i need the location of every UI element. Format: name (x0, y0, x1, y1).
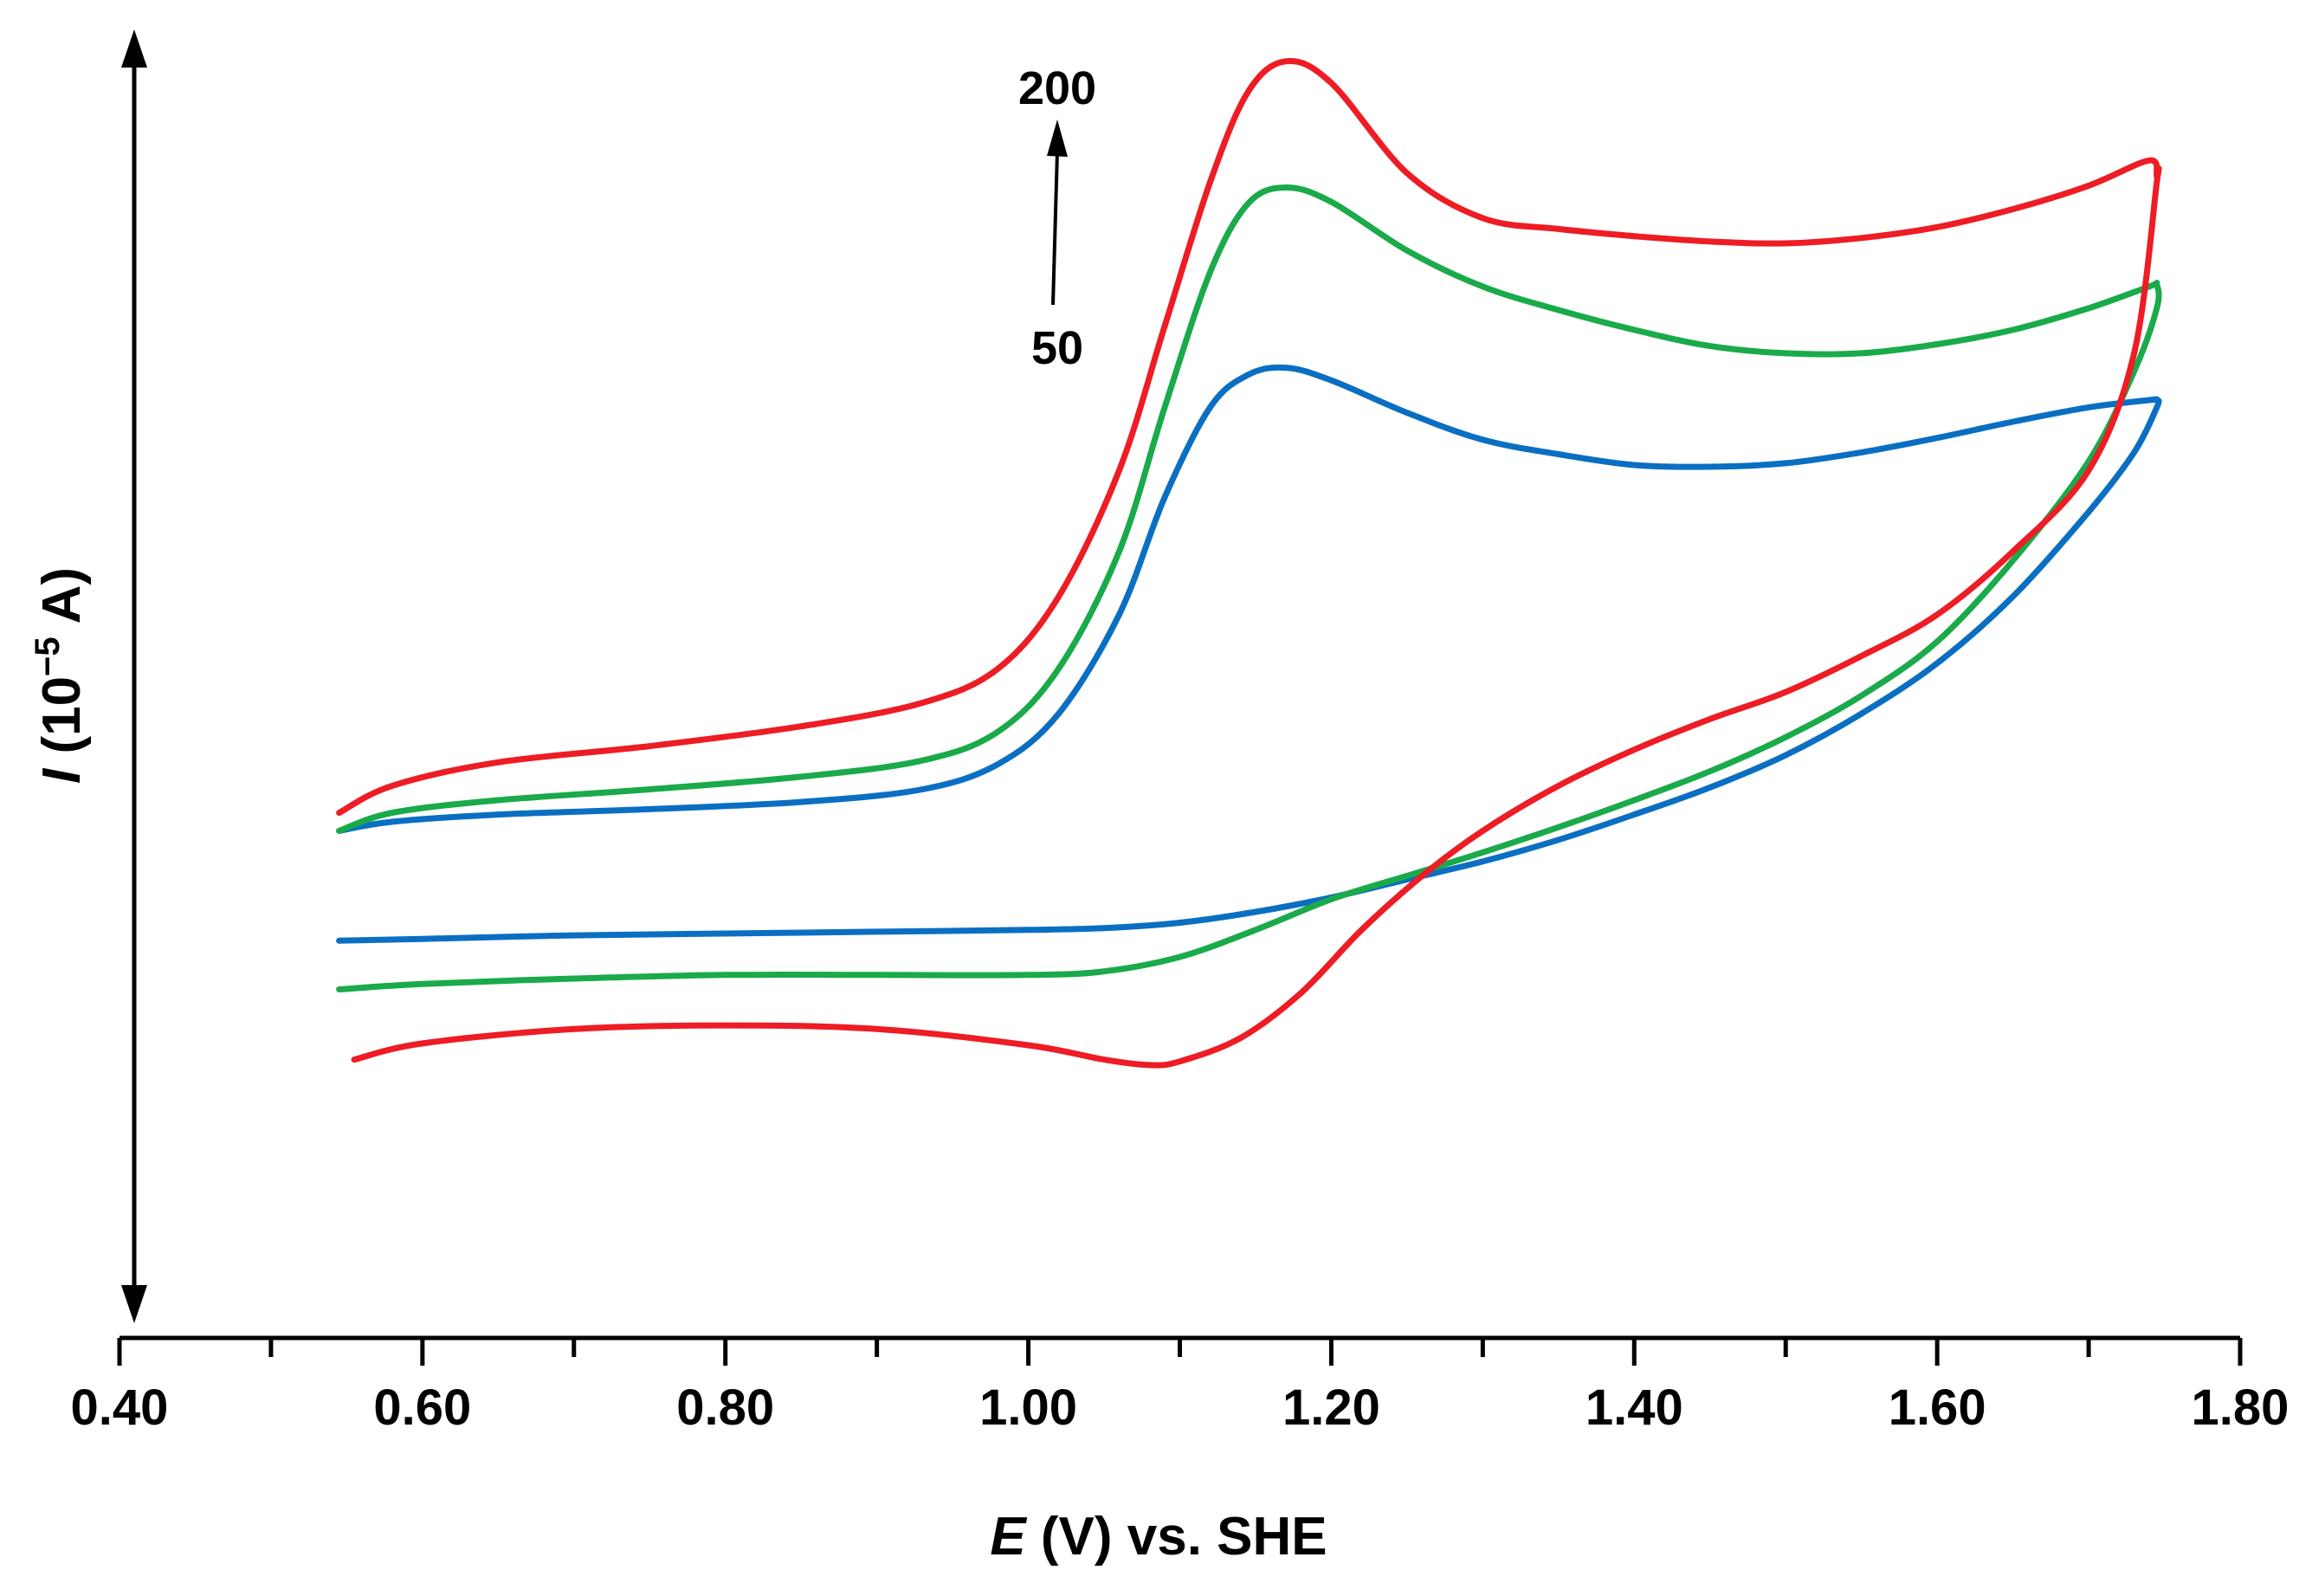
y-axis-title-exponent: −5 (29, 636, 67, 676)
scan-rate-low-label: 50 (1031, 322, 1083, 374)
x-axis-symbol: E (990, 1507, 1027, 1567)
y-axis-title-unit: A) (32, 567, 92, 636)
x-tick-label: 0.40 (71, 1380, 169, 1436)
x-ticks: 0.40 0.60 0.80 1.00 1.20 1.40 1.60 1.80 (71, 1338, 2289, 1436)
y-axis-title-rest: (10 (32, 676, 92, 769)
x-tick-label: 1.60 (1889, 1380, 1986, 1436)
axes: 0.40 0.60 0.80 1.00 1.20 1.40 1.60 1.80 (71, 29, 2289, 1436)
cv-series-line-2 (336, 184, 2162, 992)
cv-series-line-3 (336, 58, 2162, 1069)
x-tick-label: 1.00 (979, 1380, 1077, 1436)
scan-rate-annotation: 200 50 (1018, 62, 1096, 374)
y-axis-symbol: I (32, 767, 92, 784)
x-tick-label: 1.80 (2192, 1380, 2289, 1436)
x-tick-label: 1.20 (1282, 1380, 1380, 1436)
scan-rate-arrowhead (1047, 120, 1068, 157)
y-axis-arrowhead-down (121, 1285, 147, 1323)
x-axis-title: E (V) vs. SHE (990, 1507, 1327, 1567)
x-axis-title-rest: (V) vs. SHE (1026, 1507, 1327, 1567)
scan-rate-high-label: 200 (1018, 62, 1096, 114)
cv-series-line-1 (336, 364, 2162, 944)
x-tick-label: 0.80 (676, 1380, 774, 1436)
x-tick-label: 0.60 (373, 1380, 471, 1436)
y-axis-arrowhead-up (121, 29, 147, 68)
scan-rate-arrow-shaft (1051, 151, 1059, 306)
x-tick-label: 1.40 (1585, 1380, 1683, 1436)
y-axis-title: I (10−5 A) (29, 567, 92, 784)
cv-curves (336, 58, 2162, 1069)
